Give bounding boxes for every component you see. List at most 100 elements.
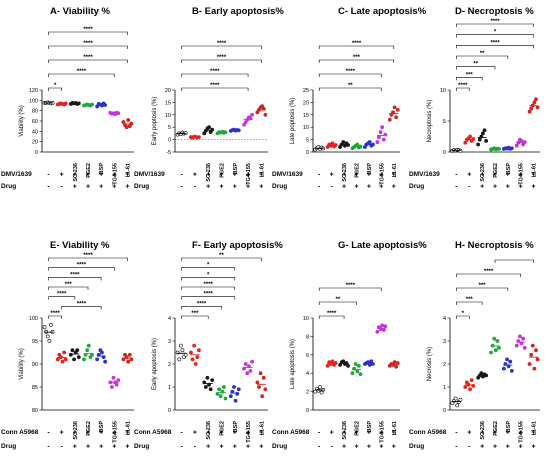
treatment-sign: + bbox=[532, 172, 536, 179]
drug-sign: - bbox=[330, 184, 333, 191]
treatment-sign: + bbox=[112, 172, 116, 179]
significance-bracket bbox=[181, 87, 249, 91]
y-tick-label: 80 bbox=[32, 408, 38, 414]
drug-sign: - bbox=[468, 444, 471, 451]
drug-sign: + bbox=[519, 184, 523, 191]
data-point bbox=[394, 364, 399, 369]
group-label: TG4-155 bbox=[379, 163, 385, 185]
significance-stars: **** bbox=[484, 269, 494, 275]
panel-title: F- Early apoptosis% bbox=[192, 240, 283, 251]
drug-sign: + bbox=[219, 444, 223, 451]
drug-sign: + bbox=[86, 444, 90, 451]
drug-sign: + bbox=[99, 184, 103, 191]
y-tick-label: 60 bbox=[32, 119, 38, 125]
treatment-sign: + bbox=[233, 172, 237, 179]
treatment-sign: - bbox=[318, 172, 321, 179]
y-axis-label: Late apoptosis (%) bbox=[290, 339, 296, 389]
y-tick-label: 0 bbox=[306, 150, 309, 156]
data-point bbox=[49, 322, 53, 327]
drug-sign: + bbox=[367, 444, 371, 451]
treatment-sign: - bbox=[47, 172, 50, 179]
panel-title: G- Late apoptosis% bbox=[338, 240, 427, 251]
data-point bbox=[392, 105, 397, 110]
group-label: L1-61 bbox=[392, 163, 398, 177]
significance-bracket bbox=[456, 45, 534, 49]
data-point bbox=[394, 115, 399, 120]
y-tick-label: 5 bbox=[306, 138, 309, 144]
drug-sign: + bbox=[493, 444, 497, 451]
drug-sign: + bbox=[73, 184, 77, 191]
drug-sign: + bbox=[493, 184, 497, 191]
drug-sign: + bbox=[342, 444, 346, 451]
treatment-sign: + bbox=[342, 430, 346, 437]
treatment-sign: + bbox=[193, 430, 197, 437]
significance-bracket bbox=[48, 277, 102, 281]
treatment-sign: + bbox=[259, 172, 263, 179]
data-point bbox=[203, 385, 208, 389]
significance-stars: **** bbox=[83, 41, 93, 47]
significance-stars: *** bbox=[466, 72, 474, 78]
significance-bracket bbox=[181, 59, 262, 63]
treatment-row-label: DMV/1639 bbox=[272, 171, 303, 178]
treatment-sign: + bbox=[193, 172, 197, 179]
group-label: SC-236 bbox=[206, 163, 212, 182]
data-point bbox=[47, 339, 52, 343]
y-tick-label: 100 bbox=[29, 316, 38, 322]
chart-panel-3: D- Necroptosis % 0 5 10 Necroptosis (%) SC-23… bbox=[409, 6, 540, 191]
chart-panel-5: F- Early apoptosis% 0 1 2 3 4 Early apoptosis … bbox=[134, 240, 283, 451]
data-point bbox=[518, 334, 522, 339]
data-point bbox=[463, 140, 468, 145]
treatment-sign: + bbox=[519, 430, 523, 437]
y-tick-label: 3 bbox=[168, 339, 171, 345]
treatment-sign: + bbox=[86, 430, 90, 437]
data-point bbox=[477, 137, 482, 142]
significance-bracket bbox=[181, 277, 236, 281]
data-point bbox=[495, 339, 500, 343]
y-tick-label: 2 bbox=[306, 390, 309, 396]
group-label: PGE2 bbox=[220, 163, 226, 178]
panel-title: D- Necroptosis % bbox=[455, 6, 534, 17]
data-point bbox=[514, 343, 519, 348]
significance-stars: **** bbox=[458, 83, 468, 89]
treatment-sign: + bbox=[467, 172, 471, 179]
group-label: BSP bbox=[233, 421, 239, 433]
data-point bbox=[367, 363, 372, 367]
drug-sign: + bbox=[233, 184, 237, 191]
y-axis-label: Early poptosis (%) bbox=[152, 97, 158, 146]
significance-bracket bbox=[48, 31, 128, 35]
data-point bbox=[193, 362, 198, 366]
significance-bracket bbox=[456, 287, 509, 291]
data-point bbox=[263, 387, 268, 392]
data-point bbox=[527, 362, 532, 366]
y-tick-label: 2 bbox=[168, 362, 171, 368]
data-point bbox=[529, 352, 534, 357]
drug-sign: + bbox=[532, 444, 536, 451]
drug-sign: - bbox=[194, 444, 197, 451]
panel-title: C- Late apoptosis% bbox=[338, 6, 427, 17]
data-point bbox=[263, 112, 268, 117]
data-point bbox=[341, 140, 346, 144]
data-point bbox=[341, 359, 346, 364]
significance-bracket bbox=[48, 73, 115, 77]
data-point bbox=[514, 143, 519, 148]
treatment-row-label: Conn A5968 bbox=[272, 429, 310, 436]
drug-sign: + bbox=[112, 444, 116, 451]
significance-bracket bbox=[318, 315, 345, 319]
group-label: SC-236 bbox=[342, 421, 348, 440]
data-point bbox=[383, 324, 388, 329]
treatment-sign: + bbox=[60, 430, 64, 437]
data-point bbox=[380, 125, 385, 130]
drug-sign: + bbox=[125, 444, 129, 451]
treatment-sign: + bbox=[60, 172, 64, 179]
data-point bbox=[532, 366, 537, 371]
treatment-sign: + bbox=[233, 430, 237, 437]
significance-stars: **** bbox=[197, 301, 207, 307]
data-point bbox=[330, 359, 335, 364]
significance-bracket bbox=[318, 301, 357, 305]
group-label: PGE2 bbox=[86, 421, 92, 436]
drug-sign: + bbox=[506, 444, 510, 451]
group-label: BSP bbox=[367, 163, 373, 175]
data-point bbox=[468, 387, 472, 392]
significance-bracket bbox=[181, 306, 222, 310]
treatment-sign: + bbox=[392, 430, 396, 437]
